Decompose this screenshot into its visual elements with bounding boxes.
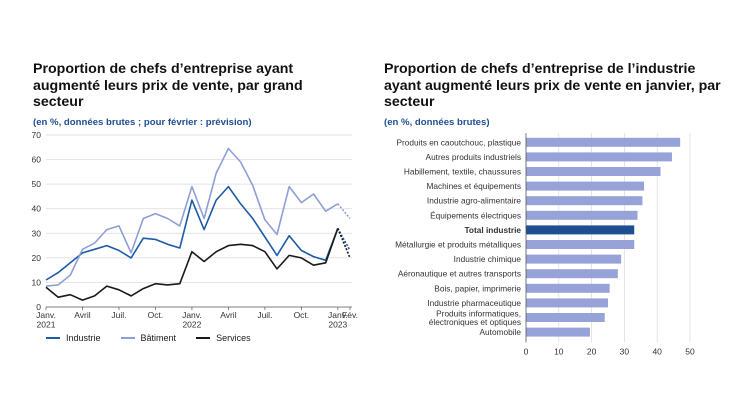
x-tick-label: Avril xyxy=(220,310,236,320)
right-chart-subtitle: (en %, données brutes) xyxy=(384,117,490,128)
series-line-Services xyxy=(45,228,339,301)
legend-item-batiment: Bâtiment xyxy=(120,333,177,343)
x-tick-label: 20 xyxy=(587,346,597,356)
x-tick-label: Oct. xyxy=(294,310,310,320)
x-tick-label: 2023 xyxy=(328,320,347,330)
category-label: Habillement, textile, chaussures xyxy=(404,167,521,177)
bar-sector xyxy=(526,240,635,249)
category-label: Métallurgie et produits métalliques xyxy=(395,240,521,250)
bar-sector xyxy=(526,298,608,308)
bar-sector xyxy=(526,283,610,293)
legend-label-industrie: Industrie xyxy=(66,333,101,343)
category-label: Bois, papier, imprimerie xyxy=(434,283,521,293)
category-label: Industrie pharmaceutique xyxy=(427,298,521,308)
x-tick-label: Janv. xyxy=(182,310,202,320)
series-line-Industrie xyxy=(45,185,339,281)
bar-chart: 0 10 20 30 40 50 Produits en caoutchouc, plast… xyxy=(395,133,695,356)
bar-sector xyxy=(526,254,622,264)
x-tick-label: Janv. xyxy=(328,310,348,320)
y-tick-label: 30 xyxy=(32,228,42,238)
bar-sector xyxy=(526,137,681,147)
left-chart-title: Proportion de chefs d’entreprise ayant a… xyxy=(33,61,303,110)
category-label: Machines et équipements xyxy=(426,181,521,191)
x-tick-label: Juil. xyxy=(257,310,272,320)
right-chart-title: Proportion de chefs d’entreprise de l’in… xyxy=(384,61,721,110)
legend-label-services: Services xyxy=(216,333,251,343)
y-tick-label: 20 xyxy=(32,253,42,263)
category-label: Aéronautique et autres transports xyxy=(398,269,521,279)
x-tick-label: 40 xyxy=(652,346,662,356)
category-label: Total industrie xyxy=(464,225,521,235)
y-tick-label: 50 xyxy=(32,179,42,189)
legend-swatch-services xyxy=(196,336,211,340)
bar-sector xyxy=(526,210,638,220)
legend-swatch-industrie xyxy=(46,336,60,340)
legend-item-services: Services xyxy=(196,333,251,343)
category-label: Industrie chimique xyxy=(454,254,522,264)
y-tick-label: 70 xyxy=(32,130,42,140)
legend-label-batiment: Bâtiment xyxy=(140,333,177,343)
x-tick-label: 10 xyxy=(554,346,564,356)
line-chart-legend: Industrie Bâtiment Services xyxy=(46,333,251,343)
bar-highlight xyxy=(526,225,635,235)
bar-sector xyxy=(526,269,618,279)
legend-swatch-batiment xyxy=(120,336,135,340)
x-tick-label: Janv. xyxy=(36,310,56,320)
x-tick-label: Avril xyxy=(74,310,90,320)
bar-sector xyxy=(526,196,643,206)
bar-sector xyxy=(526,152,672,162)
bar-sector xyxy=(526,313,605,322)
x-tick-label: 2022 xyxy=(182,320,201,330)
category-label: Produits en caoutchouc, plastique xyxy=(396,137,521,147)
x-tick-label: 50 xyxy=(685,346,695,356)
x-tick-label: Juil. xyxy=(111,310,126,320)
category-label: Automobile xyxy=(479,327,521,337)
legend-item-industrie: Industrie xyxy=(46,333,101,343)
bar-sector xyxy=(526,167,661,176)
left-chart-subtitle: (en %, données brutes ; pour février : p… xyxy=(33,117,252,128)
x-tick-label: 0 xyxy=(524,346,529,356)
bar-sector xyxy=(526,327,590,337)
category-label: Équipements électriques xyxy=(430,210,521,220)
series-forecast-Services xyxy=(337,228,351,259)
x-tick-label: 30 xyxy=(620,346,630,356)
series-forecast-Bâtiment xyxy=(337,203,351,220)
y-tick-label: 0 xyxy=(36,302,41,312)
y-tick-label: 10 xyxy=(32,277,42,287)
x-tick-label: Fév. xyxy=(342,310,358,320)
category-label: Industrie agro-alimentaire xyxy=(427,196,521,206)
y-tick-label: 60 xyxy=(32,155,42,165)
x-tick-label: 2021 xyxy=(37,320,56,330)
category-label: Autres produits industriels xyxy=(426,152,521,162)
bar-sector xyxy=(526,181,645,191)
category-label: Produits informatiques, électroniques et … xyxy=(429,309,521,328)
series-line-Bâtiment xyxy=(45,147,339,287)
x-tick-label: Oct. xyxy=(148,310,164,320)
y-tick-label: 40 xyxy=(32,204,42,214)
